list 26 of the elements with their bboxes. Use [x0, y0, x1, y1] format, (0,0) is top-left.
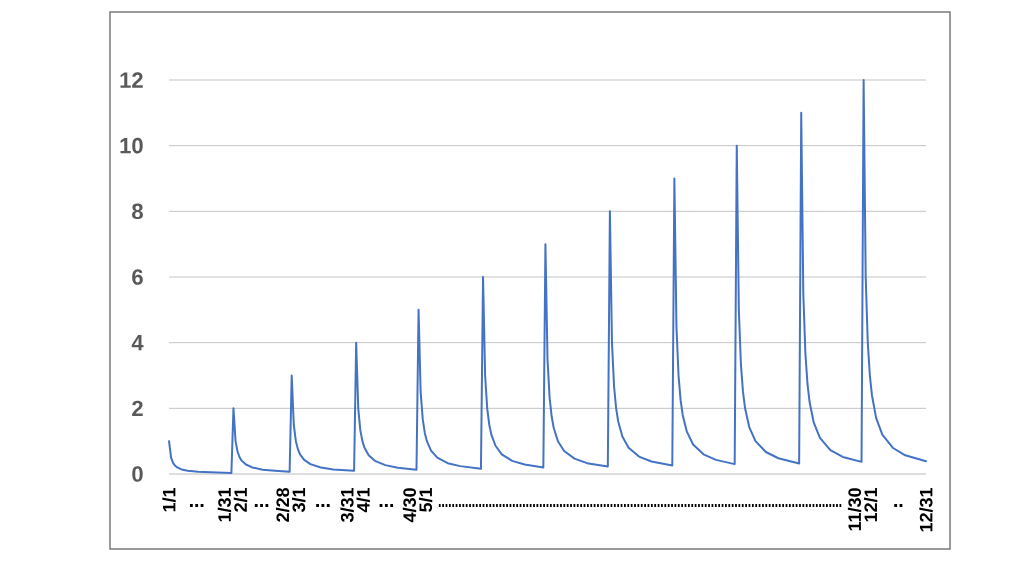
text: … — [379, 503, 394, 507]
x-tick-label: 5/1 — [418, 487, 433, 512]
text: … — [316, 503, 330, 507]
text: … — [254, 503, 269, 507]
y-tick-label: 4 — [131, 335, 144, 351]
y-tick-label: 0 — [132, 466, 143, 482]
x-tick-label: 11/30 — [847, 488, 862, 531]
x-tick-label: 1/1 — [162, 487, 176, 512]
line-series — [168, 79, 928, 475]
y-tick-label: 10 — [120, 137, 143, 154]
text: ………………………………………………………………………………………………………… — [438, 503, 842, 507]
text: ‥ — [894, 503, 903, 507]
x-tick-label: 4/1 — [356, 487, 370, 513]
x-tick-label: 3/1 — [292, 487, 306, 513]
x-tick-label: 3/31 — [340, 487, 354, 523]
text: … — [189, 503, 204, 507]
y-tick-label: 12 — [120, 72, 143, 88]
x-tick-label: 4/30 — [402, 488, 417, 523]
x-tick-label: 12/31 — [919, 487, 933, 532]
x-tick-label: 1/31 — [217, 487, 232, 522]
y-tick-label: 6 — [132, 269, 143, 285]
x-tick-label: 2/1 — [233, 487, 248, 512]
y-tick-label: 8 — [132, 203, 143, 220]
y-tick-label: 2 — [132, 400, 143, 417]
x-tick-label: 2/28 — [275, 487, 290, 522]
x-tick-label: 12/1 — [863, 487, 878, 522]
